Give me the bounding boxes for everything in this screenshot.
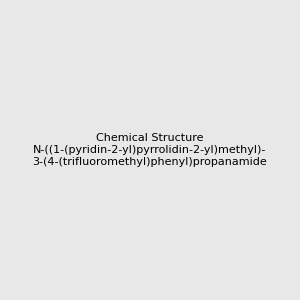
Text: Chemical Structure
N-((1-(pyridin-2-yl)pyrrolidin-2-yl)methyl)-
3-(4-(trifluorom: Chemical Structure N-((1-(pyridin-2-yl)p… bbox=[33, 134, 267, 166]
